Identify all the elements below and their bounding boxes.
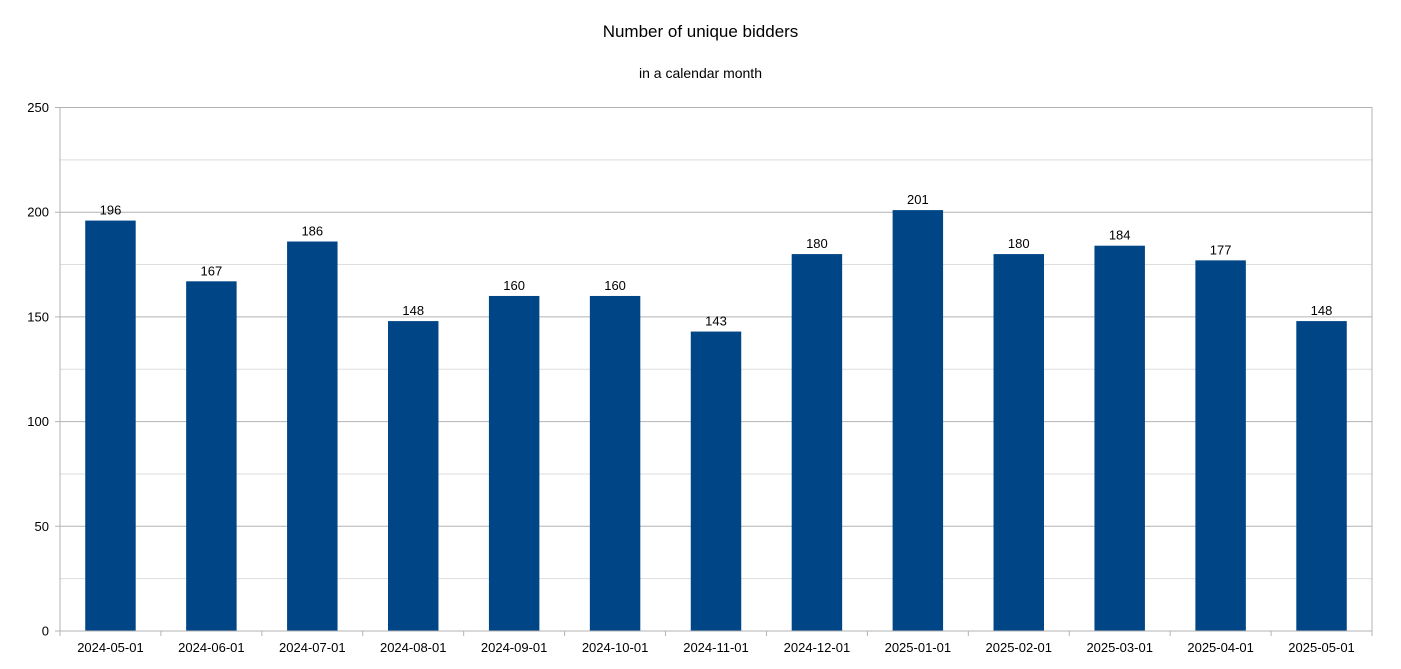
bar [791,254,843,631]
data-label: 186 [301,224,323,239]
x-tick-label: 2024-07-01 [279,640,346,655]
x-tick-label: 2025-05-01 [1288,640,1355,655]
bar [993,254,1044,631]
data-label: 143 [705,314,727,329]
bar [1296,321,1347,631]
bar [589,295,641,631]
x-tick-label: 2024-08-01 [380,640,447,655]
bar [690,331,742,631]
bar [488,295,540,631]
data-label: 184 [1109,228,1131,243]
y-tick-label: 100 [27,414,49,429]
data-label: 160 [604,278,626,293]
data-label: 177 [1210,242,1232,257]
data-label: 180 [806,236,828,251]
data-label: 201 [907,192,929,207]
y-tick-label: 50 [35,519,49,534]
bar [287,241,338,632]
x-tick-label: 2024-06-01 [178,640,245,655]
x-tick-label: 2025-04-01 [1187,640,1254,655]
x-tick-label: 2025-01-01 [885,640,952,655]
x-tick-label: 2024-05-01 [77,640,144,655]
y-tick-label: 150 [27,309,49,324]
x-tick-label: 2025-02-01 [986,640,1053,655]
data-label: 148 [1311,303,1333,318]
x-tick-label: 2024-09-01 [481,640,548,655]
data-label: 160 [503,278,525,293]
x-tick-label: 2025-03-01 [1086,640,1153,655]
bar [1195,260,1246,631]
axes [59,107,1373,636]
chart-title: Number of unique bidders [602,22,799,41]
y-tick-label: 0 [42,624,49,639]
bar [1094,245,1145,632]
bar [892,210,944,631]
y-tick-label: 200 [27,205,49,220]
x-tick-label: 2024-12-01 [784,640,851,655]
data-label: 148 [402,303,424,318]
data-label: 196 [100,203,122,218]
data-label: 180 [1008,236,1030,251]
data-label: 167 [201,263,223,278]
x-tick-label: 2024-11-01 [683,640,749,655]
bars [85,210,1347,632]
chart-subtitle: in a calendar month [639,65,762,81]
x-tick-label: 2024-10-01 [582,640,649,655]
labels: 0 50 100 150 200 250 196 2024-05-01 167 2024-06-0… [27,100,1354,655]
bar [388,321,439,631]
bar [186,281,237,631]
bar [85,220,136,632]
y-tick-label: 250 [27,100,49,115]
plot-border [59,107,1373,632]
